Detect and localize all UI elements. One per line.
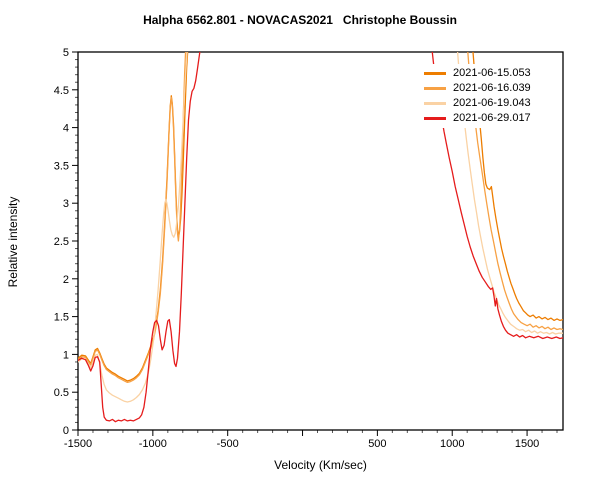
y-tick-label: 1.5 xyxy=(54,312,69,324)
series-line-2021-06-15.053 xyxy=(78,52,563,382)
x-tick-label: -1000 xyxy=(139,438,167,450)
chart-title: Halpha 6562.801 - NOVACAS2021 Christophe… xyxy=(143,13,457,27)
y-tick-label: 4.5 xyxy=(54,85,69,97)
legend-label: 2021-06-15.053 xyxy=(453,67,531,79)
legend-item: 2021-06-15.053 xyxy=(424,66,531,81)
y-tick-label: 0.5 xyxy=(54,387,69,399)
series-line-2021-06-19.043 xyxy=(78,52,563,403)
y-tick-label: 1 xyxy=(63,349,69,361)
y-tick-label: 2.5 xyxy=(54,236,69,248)
legend: 2021-06-15.053 2021-06-16.039 2021-06-19… xyxy=(420,64,539,128)
y-tick-label: 0 xyxy=(63,425,69,437)
legend-item: 2021-06-16.039 xyxy=(424,81,531,96)
legend-swatch xyxy=(424,102,446,105)
legend-swatch xyxy=(424,117,446,120)
x-tick-label: 500 xyxy=(368,438,386,450)
series-line-2021-06-29.017 xyxy=(78,52,563,423)
x-tick-label: 1000 xyxy=(440,438,464,450)
series-line-2021-06-16.039 xyxy=(78,52,563,384)
legend-label: 2021-06-29.017 xyxy=(453,112,531,124)
legend-item: 2021-06-19.043 xyxy=(424,96,531,111)
x-tick-label: -1500 xyxy=(64,438,92,450)
x-axis-title: Velocity (Km/sec) xyxy=(274,458,367,472)
legend-swatch xyxy=(424,87,446,90)
legend-label: 2021-06-19.043 xyxy=(453,97,531,109)
legend-item: 2021-06-29.017 xyxy=(424,111,531,126)
x-tick-label: 1500 xyxy=(515,438,539,450)
legend-swatch xyxy=(424,72,446,75)
y-tick-label: 3 xyxy=(63,198,69,210)
plot-border xyxy=(77,51,564,431)
x-tick-label: -500 xyxy=(217,438,239,450)
y-tick-label: 3.5 xyxy=(54,160,69,172)
y-tick-label: 4 xyxy=(63,123,69,135)
legend-label: 2021-06-16.039 xyxy=(453,82,531,94)
y-tick-label: 2 xyxy=(63,274,69,286)
y-tick-label: 5 xyxy=(63,47,69,59)
